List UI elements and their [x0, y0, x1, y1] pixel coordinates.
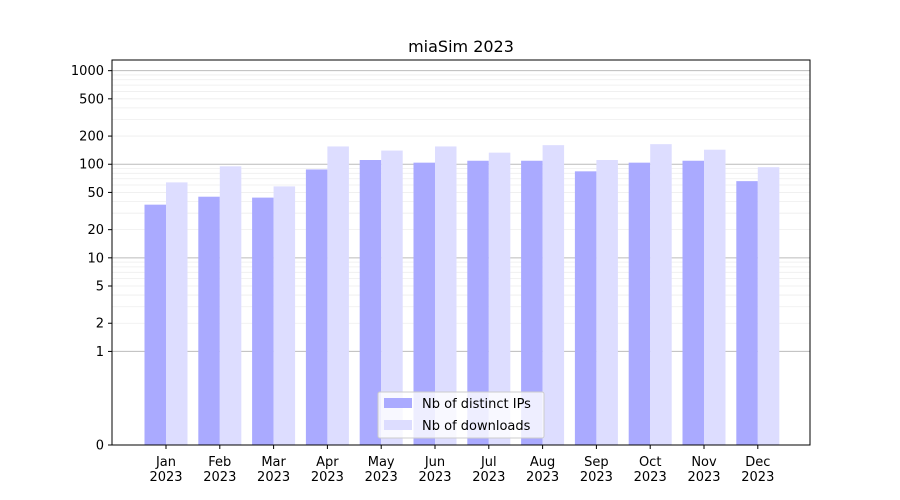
legend-label-downloads: Nb of downloads [422, 419, 531, 434]
bar-downloads [327, 146, 349, 446]
bar-distinct-ips [521, 160, 543, 446]
bar-distinct-ips [574, 171, 597, 445]
bar-downloads [650, 144, 672, 445]
bar-distinct-ips [467, 160, 489, 446]
x-tick-label: Aug 2023 [526, 455, 559, 485]
plot-frame [111, 59, 811, 446]
y-tick-label: 10 [87, 251, 104, 266]
y-tick-label: 1000 [71, 64, 104, 79]
bar-distinct-ips [628, 162, 651, 445]
bar-downloads [757, 167, 780, 446]
bar-distinct-ips [198, 196, 220, 445]
y-tick-label: 5 [96, 280, 104, 295]
legend-swatch-downloads [384, 420, 412, 430]
x-tick-label: Oct 2023 [634, 455, 667, 485]
bar-distinct-ips [252, 197, 274, 445]
y-tick-label: 0 [96, 439, 104, 454]
legend: Nb of distinct IPs Nb of downloads [377, 391, 545, 439]
bar-downloads [435, 146, 457, 446]
bar-downloads [166, 182, 188, 445]
y-tick-label: 20 [87, 223, 104, 238]
bar-distinct-ips [359, 160, 382, 445]
bar-distinct-ips [413, 162, 435, 445]
y-tick-label: 200 [79, 130, 104, 145]
bar-downloads [273, 186, 296, 445]
y-tick-label: 1 [96, 345, 104, 360]
x-tick-label: Jan 2023 [149, 455, 182, 485]
chart-title: miaSim 2023 [408, 37, 514, 56]
y-tick-label: 100 [79, 158, 104, 173]
y-axis: 0 1 2 5 10 20 50 100 200 500 1000 [71, 64, 112, 454]
bar-distinct-ips [682, 160, 704, 446]
legend-label-distinct-ips: Nb of distinct IPs [422, 397, 531, 412]
bar-downloads [542, 145, 565, 445]
legend-swatch-distinct-ips [384, 398, 412, 408]
bar-downloads [704, 149, 726, 445]
bar-downloads [488, 152, 511, 445]
y-tick-label: 500 [79, 92, 104, 107]
y-tick-label: 50 [87, 186, 104, 201]
bar-downloads [381, 150, 403, 445]
x-tick-label: Nov 2023 [687, 455, 720, 485]
x-axis: Jan 2023 Feb 2023 Mar 2023 Apr 2023 May 2023 Jun 20… [149, 445, 774, 485]
x-tick-label: Apr 2023 [311, 455, 344, 485]
x-tick-label: May 2023 [365, 455, 398, 485]
x-tick-label: Mar 2023 [257, 455, 290, 485]
legend-box [377, 391, 545, 439]
x-tick-label: Sep 2023 [580, 455, 613, 485]
x-tick-label: Feb 2023 [203, 455, 236, 485]
x-tick-label: Dec 2023 [741, 455, 774, 485]
bar-distinct-ips [305, 169, 328, 446]
bar-distinct-ips [144, 204, 166, 445]
bar-distinct-ips [736, 181, 758, 445]
x-tick-label: Jul 2023 [472, 455, 505, 485]
y-tick-label: 2 [96, 317, 104, 332]
x-tick-label: Jun 2023 [418, 455, 451, 485]
bars [144, 144, 780, 446]
bar-downloads [219, 166, 242, 445]
bar-downloads [596, 160, 618, 445]
